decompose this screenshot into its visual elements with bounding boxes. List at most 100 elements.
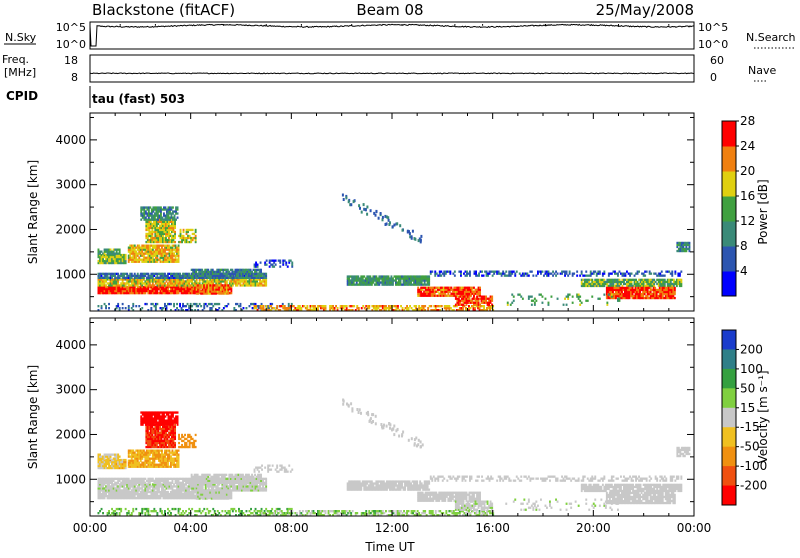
power-cell	[174, 225, 176, 227]
power-cell	[192, 229, 194, 231]
power-cell	[408, 307, 410, 309]
velocity-cell	[212, 487, 214, 489]
power-cell	[377, 307, 379, 309]
power-cell	[117, 282, 119, 284]
power-cell	[391, 275, 393, 277]
power-cell	[227, 288, 229, 290]
velocity-cell	[205, 487, 207, 489]
power-cell	[685, 250, 687, 252]
power-cell	[117, 280, 119, 282]
power-cell	[531, 304, 533, 306]
power-cell	[647, 289, 649, 291]
power-cell	[279, 262, 281, 264]
velocity-cell	[147, 489, 149, 491]
power-cell	[148, 208, 150, 210]
power-cell	[353, 200, 355, 203]
power-cell	[197, 292, 199, 294]
power-cell	[612, 291, 614, 293]
power-cell	[649, 271, 651, 273]
power-cell	[101, 305, 103, 307]
velocity-cell	[167, 491, 169, 493]
power-cell	[603, 294, 605, 296]
power-cell	[116, 307, 118, 309]
power-cell	[119, 277, 121, 279]
power-cell	[233, 275, 235, 277]
power-cell	[478, 302, 480, 304]
power-cell	[420, 235, 422, 238]
nave-tick-bottom: 0	[710, 71, 717, 84]
power-cell	[178, 255, 180, 257]
power-cell	[226, 282, 228, 284]
power-cell	[111, 277, 113, 279]
power-cell	[306, 307, 308, 309]
power-cell	[514, 275, 516, 277]
power-cell	[169, 210, 171, 212]
power-cell	[375, 210, 377, 213]
power-cell	[475, 273, 477, 275]
power-cell	[195, 241, 197, 243]
power-cell	[606, 283, 608, 285]
power-cell	[162, 217, 164, 219]
power-cell	[625, 273, 627, 275]
power-colorbar-label: 16	[740, 189, 755, 203]
velocity-cell	[99, 454, 101, 456]
power-cell	[343, 307, 345, 309]
power-cell	[212, 269, 214, 271]
power-cell	[653, 285, 655, 287]
power-cell	[125, 254, 127, 256]
power-cell	[689, 248, 691, 250]
power-cell	[160, 206, 162, 208]
power-cell	[476, 296, 478, 298]
power-cell	[251, 271, 253, 273]
power-cell	[532, 300, 534, 302]
power-cell	[501, 275, 503, 277]
power-cell	[563, 304, 565, 306]
velocity-cell	[105, 493, 107, 495]
power-cell	[242, 275, 244, 277]
velocity-cell	[160, 497, 162, 499]
power-cell	[656, 293, 658, 295]
power-cell	[150, 307, 152, 309]
power-cell	[155, 307, 157, 309]
power-cell	[150, 221, 152, 223]
power-cell	[551, 273, 553, 275]
power-cell	[119, 251, 121, 253]
power-cell	[504, 273, 506, 275]
power-cell	[516, 271, 518, 273]
power-cell	[182, 303, 184, 305]
power-cell	[361, 307, 363, 309]
power-cell	[545, 298, 547, 300]
power-cell	[619, 298, 621, 300]
power-cell	[424, 281, 426, 283]
power-cell	[680, 285, 682, 287]
power-cell	[134, 245, 136, 247]
power-cell	[599, 271, 601, 273]
power-cell	[175, 219, 177, 221]
power-cell	[222, 271, 224, 273]
power-cell	[152, 210, 154, 212]
power-cell	[519, 294, 521, 296]
power-cell	[561, 273, 563, 275]
power-cell	[462, 307, 464, 309]
power-cell	[187, 303, 189, 305]
power-cell	[172, 257, 174, 259]
power-cell	[172, 247, 174, 249]
power-cell	[603, 273, 605, 275]
power-cell	[671, 271, 673, 273]
power-cell	[400, 279, 402, 281]
power-cell	[548, 275, 550, 277]
power-cell	[479, 307, 481, 309]
power-cell	[520, 296, 522, 298]
power-cell	[125, 260, 127, 262]
power-cell	[481, 271, 483, 273]
power-cell	[375, 275, 377, 277]
power-cell	[180, 231, 182, 233]
power-cell	[107, 275, 109, 277]
power-cell	[205, 288, 207, 290]
power-cell	[407, 231, 409, 234]
power-cell	[626, 271, 628, 273]
power-cell	[163, 307, 165, 309]
velocity-cell	[217, 485, 219, 487]
power-cell	[444, 293, 446, 295]
